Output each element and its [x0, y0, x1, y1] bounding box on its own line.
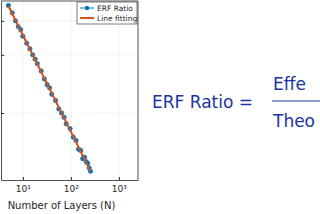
chart: 10¹ 10² 10³ Number of Layers (N) ERF RatioLi… — [0, 0, 320, 214]
annotation: Effe — [273, 74, 306, 94]
legend-label: ERF Ratio — [97, 4, 133, 13]
y-axis-line — [1, 2, 2, 181]
y-tick-mark — [1, 21, 4, 22]
x-tick-label: 10¹ — [16, 184, 31, 194]
grid — [1, 1, 138, 180]
y-tick-mark — [1, 55, 4, 56]
x-axis-title: Number of Layers (N) — [8, 200, 116, 211]
x-tick-mark — [23, 177, 24, 180]
y-tick — [1, 113, 4, 114]
x-tick-label: 10³ — [112, 184, 127, 194]
legend-label: Line fitting — [97, 14, 137, 23]
x-tick-mark — [71, 177, 72, 180]
grid-line-x — [118, 1, 119, 180]
marks — [6, 3, 92, 173]
grid-line-x — [70, 1, 71, 180]
x-tick-label: 10² — [64, 184, 79, 194]
y-axis — [1, 2, 4, 181]
series-line — [8, 6, 90, 172]
frame-top — [1, 1, 138, 2]
legend-box — [77, 2, 137, 24]
grid-line-y — [1, 113, 138, 114]
annotation: ERF Ratio = — [152, 92, 253, 112]
x-axis: 10¹ 10² 10³ — [2, 177, 139, 194]
x-tick: 10¹ — [16, 177, 31, 194]
legend-marker — [85, 6, 89, 10]
y-tick-mark — [1, 113, 4, 114]
y-tick — [1, 21, 4, 22]
fraction-bar — [272, 100, 320, 101]
x-tick: 10³ — [112, 177, 127, 194]
x-tick-mark — [119, 177, 120, 180]
x-tick: 10² — [64, 177, 79, 194]
x-axis-line — [2, 180, 139, 181]
y-tick — [1, 55, 4, 56]
frame-right — [138, 1, 139, 180]
plot-area — [1, 1, 138, 180]
legend-swatch — [80, 17, 94, 19]
legend: ERF RatioLine fitting — [77, 2, 137, 24]
series-line — [8, 6, 90, 171]
grid-line-y — [1, 54, 138, 55]
annotation: Theo — [272, 111, 315, 131]
grid-line-x — [22, 1, 23, 180]
